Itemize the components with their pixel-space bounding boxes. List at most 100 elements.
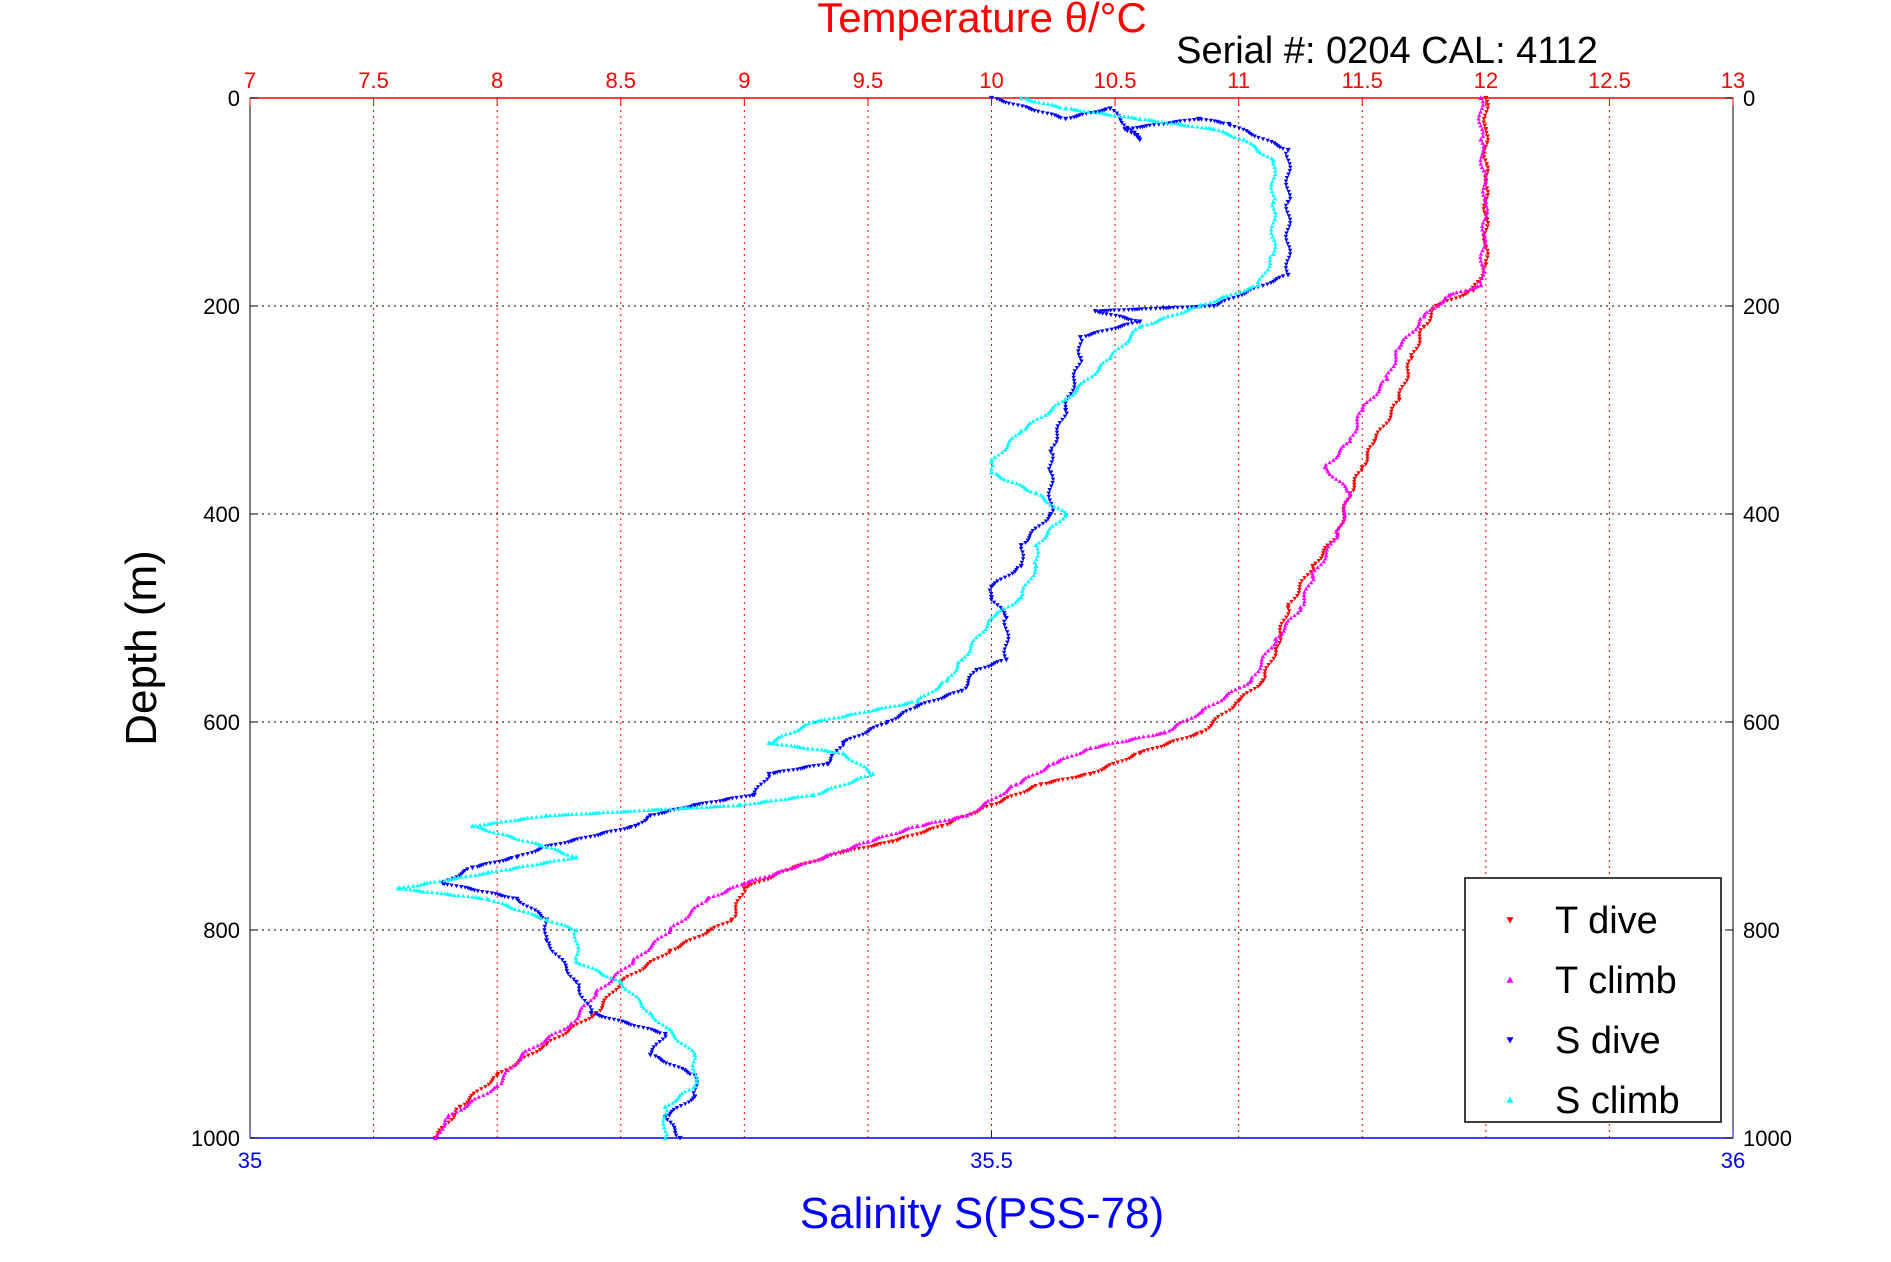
- interpolated-point: [726, 803, 731, 808]
- interpolated-point: [517, 864, 522, 869]
- interpolated-point: [1288, 165, 1293, 170]
- interpolated-point: [1025, 488, 1031, 493]
- interpolated-point: [799, 794, 805, 798]
- interpolated-point: [608, 975, 614, 980]
- data-point: [1241, 137, 1247, 142]
- interpolated-point: [1108, 313, 1114, 318]
- interpolated-point: [784, 742, 789, 747]
- interpolated-point: [1119, 343, 1125, 348]
- data-point: [1270, 199, 1276, 205]
- interpolated-point: [643, 950, 648, 955]
- interpolated-point: [717, 799, 723, 804]
- interpolated-point: [560, 1033, 566, 1038]
- interpolated-point: [1281, 618, 1287, 623]
- interpolated-point: [1004, 445, 1010, 450]
- interpolated-point: [1003, 626, 1008, 631]
- interpolated-point: [1365, 450, 1370, 455]
- interpolated-point: [479, 871, 485, 876]
- interpolated-point: [1148, 306, 1153, 311]
- interpolated-point: [503, 1070, 508, 1075]
- interpolated-point: [685, 1071, 691, 1076]
- interpolated-point: [980, 629, 986, 634]
- interpolated-point: [1244, 139, 1250, 144]
- interpolated-point: [686, 1100, 692, 1105]
- data-point: [1478, 282, 1484, 288]
- interpolated-point: [1482, 234, 1488, 239]
- interpolated-point: [1046, 467, 1052, 472]
- interpolated-point: [1485, 193, 1491, 198]
- data-point: [647, 813, 654, 819]
- interpolated-point: [482, 822, 487, 827]
- interpolated-point: [486, 1082, 491, 1087]
- interpolated-point: [588, 1005, 593, 1010]
- interpolated-point: [965, 681, 971, 686]
- interpolated-point: [1286, 602, 1291, 607]
- interpolated-point: [1481, 117, 1487, 121]
- interpolated-point: [608, 829, 614, 834]
- interpolated-point: [1355, 414, 1360, 418]
- interpolated-point: [786, 768, 791, 773]
- interpolated-point: [556, 955, 562, 960]
- interpolated-point: [954, 667, 959, 672]
- interpolated-point: [1184, 717, 1190, 722]
- interpolated-point: [1116, 346, 1121, 351]
- interpolated-point: [1070, 776, 1075, 781]
- interpolated-point: [1010, 571, 1015, 576]
- interpolated-point: [1038, 769, 1044, 774]
- interpolated-point: [794, 864, 800, 869]
- interpolated-point: [1241, 693, 1247, 698]
- interpolated-point: [1438, 301, 1444, 306]
- interpolated-point: [1485, 103, 1491, 108]
- interpolated-point: [547, 944, 552, 949]
- interpolated-point: [752, 790, 757, 795]
- interpolated-point: [1253, 672, 1258, 677]
- interpolated-point: [616, 985, 622, 990]
- interpolated-point: [1483, 144, 1488, 149]
- interpolated-point: [579, 1020, 584, 1025]
- interpolated-point: [685, 914, 691, 919]
- interpolated-point: [956, 660, 961, 664]
- interpolated-point: [490, 1087, 495, 1092]
- interpolated-point: [474, 1089, 480, 1094]
- data-point: [677, 1135, 683, 1141]
- interpolated-point: [815, 747, 820, 752]
- interpolated-point: [1484, 130, 1489, 135]
- interpolated-point: [811, 764, 817, 769]
- interpolated-point: [660, 954, 665, 959]
- interpolated-point: [1077, 362, 1082, 367]
- temperature-tick-label: 10.5: [1094, 68, 1137, 93]
- interpolated-point: [1366, 448, 1371, 453]
- interpolated-point: [1302, 576, 1307, 581]
- interpolated-point: [1262, 651, 1268, 656]
- interpolated-point: [562, 851, 567, 856]
- interpolated-point: [1001, 619, 1007, 624]
- interpolated-point: [525, 851, 530, 856]
- interpolated-point: [509, 1065, 514, 1070]
- interpolated-point: [989, 598, 994, 602]
- interpolated-point: [455, 875, 461, 880]
- interpolated-point: [1348, 435, 1353, 440]
- interpolated-point: [439, 891, 444, 895]
- interpolated-point: [507, 904, 512, 909]
- interpolated-point: [1006, 604, 1011, 609]
- interpolated-point: [1126, 339, 1131, 343]
- interpolated-point: [761, 878, 767, 883]
- interpolated-point: [449, 1118, 454, 1122]
- interpolated-point: [1057, 421, 1062, 425]
- interpolated-point: [1110, 740, 1115, 745]
- interpolated-point: [632, 808, 637, 813]
- interpolated-point: [1288, 615, 1294, 620]
- interpolated-point: [1414, 346, 1419, 351]
- data-point: [494, 1073, 500, 1079]
- interpolated-point: [834, 748, 840, 753]
- interpolated-point: [826, 716, 832, 721]
- interpolated-point: [1151, 123, 1157, 128]
- interpolated-point: [1175, 305, 1180, 310]
- interpolated-point: [579, 811, 584, 816]
- interpolated-point: [1013, 793, 1019, 797]
- interpolated-point: [1386, 370, 1391, 375]
- data-point: [1107, 355, 1113, 361]
- interpolated-point: [680, 1066, 685, 1071]
- interpolated-point: [636, 1025, 641, 1029]
- interpolated-point: [557, 1028, 563, 1033]
